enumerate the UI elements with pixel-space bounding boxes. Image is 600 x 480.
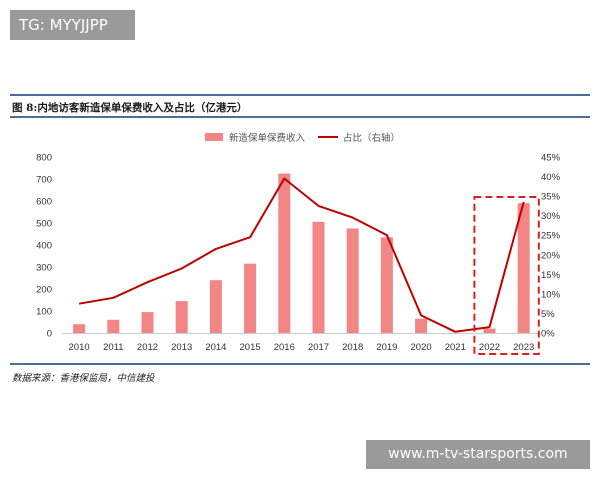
- bar-2010: [73, 324, 86, 333]
- left-tick-label: 400: [36, 241, 52, 252]
- bar-2013: [175, 301, 188, 333]
- x-tick-label: 2021: [445, 342, 466, 353]
- bar-2019: [380, 237, 393, 333]
- left-tick-label: 600: [36, 197, 52, 208]
- source-rule: [10, 363, 590, 365]
- right-tick-label: 35%: [541, 192, 561, 203]
- right-tick-label: 45%: [541, 153, 561, 164]
- right-tick-label: 5%: [541, 309, 555, 320]
- bar-2011: [107, 319, 120, 333]
- bar-2022: [483, 328, 496, 333]
- right-tick-label: 20%: [541, 250, 561, 261]
- bar-2015: [244, 263, 257, 333]
- x-tick-label: 2019: [376, 342, 397, 353]
- left-tick-label: 200: [36, 285, 52, 296]
- left-tick-label: 500: [36, 219, 52, 230]
- x-tick-label: 2023: [513, 342, 534, 353]
- x-tick-label: 2015: [240, 342, 261, 353]
- right-tick-label: 30%: [541, 211, 561, 222]
- legend-bar-label: 新造保单保费收入: [229, 132, 306, 144]
- x-tick-label: 2013: [171, 342, 192, 353]
- right-tick-label: 25%: [541, 231, 561, 242]
- x-tick-label: 2016: [274, 342, 295, 353]
- bar-2017: [312, 221, 325, 333]
- legend-line-label: 占比（右轴）: [343, 132, 400, 144]
- share-line: [78, 177, 525, 333]
- x-tick-label: 2010: [69, 342, 90, 353]
- bar-2012: [141, 312, 154, 333]
- tag-label: TG: MYYJJPP: [10, 10, 135, 40]
- left-tick-label: 700: [36, 175, 52, 186]
- right-tick-label: 0%: [541, 329, 555, 340]
- legend-bar-swatch: [205, 133, 223, 141]
- bar-2020: [415, 318, 428, 333]
- title-top-rule: [10, 94, 590, 96]
- x-tick-label: 2018: [342, 342, 363, 353]
- bar-2016: [278, 173, 291, 333]
- right-tick-label: 15%: [541, 270, 561, 281]
- left-tick-label: 300: [36, 263, 52, 274]
- bar-2023: [517, 203, 530, 333]
- watermark-label: www.m-tv-starsports.com: [366, 440, 590, 469]
- x-tick-label: 2012: [137, 342, 158, 353]
- x-tick-label: 2011: [103, 342, 123, 353]
- left-tick-label: 0: [47, 329, 52, 340]
- chart-title: 图 8:内地访客新造保单保费收入及占比（亿港元）: [12, 102, 248, 114]
- left-tick-label: 800: [36, 153, 52, 164]
- left-tick-label: 100: [36, 307, 52, 318]
- title-bottom-rule: [10, 116, 590, 118]
- highlight-box: [473, 196, 540, 355]
- right-tick-label: 10%: [541, 289, 561, 300]
- source-note: 数据来源：香港保监局，中信建投: [12, 373, 155, 384]
- bar-2018: [346, 228, 359, 333]
- x-tick-label: 2017: [308, 342, 329, 353]
- bar-2014: [209, 280, 222, 333]
- right-tick-label: 40%: [541, 172, 561, 183]
- x-tick-label: 2014: [205, 342, 226, 353]
- x-tick-label: 2020: [411, 342, 432, 353]
- x-tick-label: 2022: [479, 342, 500, 353]
